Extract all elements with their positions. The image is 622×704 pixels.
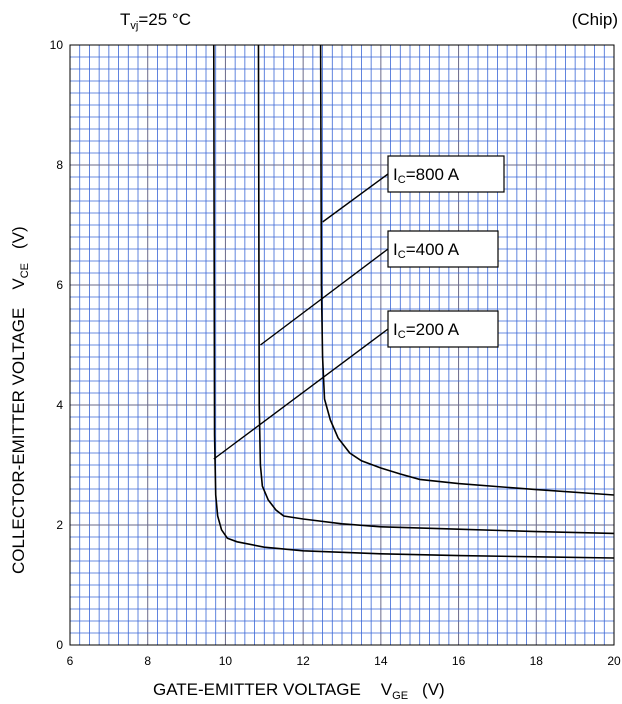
series-label-symbol: I xyxy=(393,240,398,259)
x-tick-label: 12 xyxy=(296,654,310,668)
chip-header: (Chip) xyxy=(572,10,618,29)
y-tick-label: 6 xyxy=(56,278,63,292)
x-tick-label: 16 xyxy=(452,654,466,668)
series-label-subscript: C xyxy=(398,249,406,261)
y-tick-label: 2 xyxy=(56,518,63,532)
leader-line xyxy=(259,248,389,346)
series-label-value: =400 A xyxy=(406,240,460,259)
x-axis-title: GATE-EMITTER VOLTAGE VGE (V) xyxy=(153,680,445,702)
x-tick-label: 18 xyxy=(530,654,544,668)
series-label: IC=800 A xyxy=(393,165,460,186)
leader-line xyxy=(213,328,389,460)
series-label-symbol: I xyxy=(393,320,398,339)
y-tick-label: 4 xyxy=(56,398,63,412)
curves xyxy=(212,44,615,559)
y-axis-unit: (V) xyxy=(9,226,28,249)
y-axis-symbol: V xyxy=(9,278,28,290)
temperature-symbol: T xyxy=(120,10,130,29)
series-label-subscript: C xyxy=(398,329,406,341)
plot-frame xyxy=(69,44,615,646)
series-label: IC=400 A xyxy=(393,240,460,261)
leader-line xyxy=(322,173,389,223)
series-label-symbol: I xyxy=(393,165,398,184)
temperature-subscript: vj xyxy=(130,20,138,32)
y-axis-title: COLLECTOR-EMITTER VOLTAGE VCE (V) xyxy=(9,226,31,574)
x-tick-label: 8 xyxy=(144,654,151,668)
temperature-header: Tvj=25 °C xyxy=(120,10,191,32)
y-axis-title-main: COLLECTOR-EMITTER VOLTAGE xyxy=(9,308,28,574)
y-tick-label: 0 xyxy=(56,638,63,652)
label-box xyxy=(387,155,505,193)
series-label-subscript: C xyxy=(398,174,406,186)
x-axis-title-main: GATE-EMITTER VOLTAGE xyxy=(153,680,361,699)
series-labels: IC=800 AIC=400 AIC=200 A xyxy=(213,155,505,460)
x-axis-unit: (V) xyxy=(422,680,445,699)
curve-ic-200-a xyxy=(212,44,615,559)
grid xyxy=(69,44,615,646)
x-tick-label: 20 xyxy=(607,654,621,668)
x-tick-label: 14 xyxy=(374,654,388,668)
curve-ic-400-a xyxy=(257,44,615,535)
series-label-value: =200 A xyxy=(406,320,460,339)
series-label-value: =800 A xyxy=(406,165,460,184)
temperature-value: =25 °C xyxy=(138,10,191,29)
x-tick-label: 6 xyxy=(67,654,74,668)
curve-ic-800-a xyxy=(319,44,615,496)
y-tick-label: 8 xyxy=(56,158,63,172)
series-label: IC=200 A xyxy=(393,320,460,341)
label-box xyxy=(387,310,499,348)
ticks: 6 8 10 12 14 16 18 20 0 2 4 6 8 10 xyxy=(50,38,621,668)
x-axis-symbol: V xyxy=(381,680,393,699)
y-axis-subscript: CE xyxy=(19,263,31,278)
label-box xyxy=(387,230,499,268)
x-axis-subscript: GE xyxy=(392,690,408,702)
x-tick-label: 10 xyxy=(219,654,233,668)
y-tick-label: 10 xyxy=(50,38,64,52)
